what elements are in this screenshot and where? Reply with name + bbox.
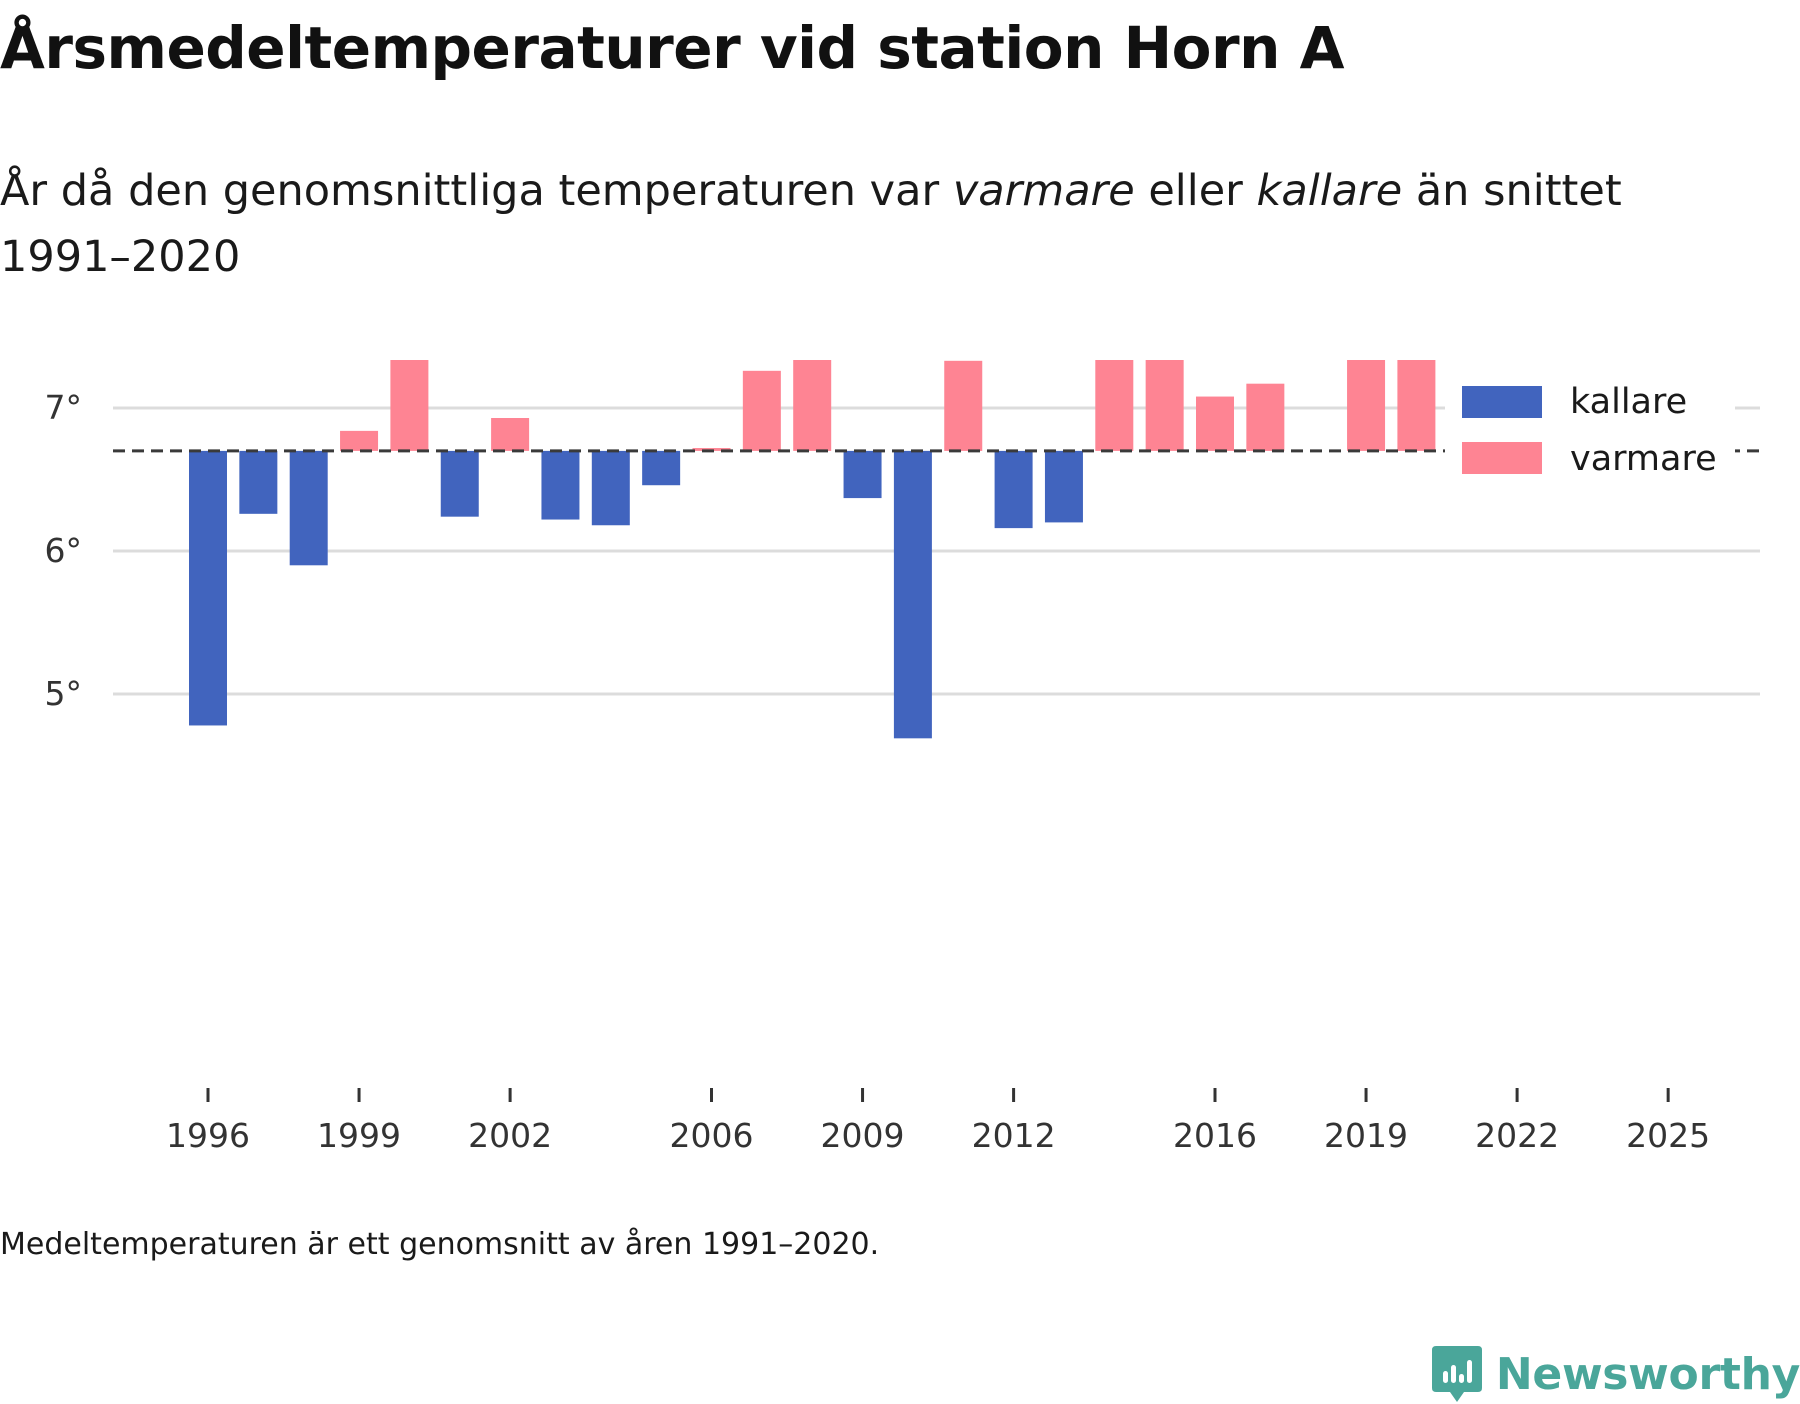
bar-2015 <box>1145 360 1184 451</box>
newsworthy-logo-icon <box>1431 1346 1482 1402</box>
subtitle-part-1: År då den genomsnittliga temperaturen va… <box>0 166 953 216</box>
bar-2013 <box>1044 450 1083 523</box>
legend-label-kallare: kallare <box>1570 382 1687 422</box>
x-tick-label: 2022 <box>1475 1116 1559 1155</box>
x-tick-label: 1996 <box>166 1116 250 1155</box>
x-tick-label: 2006 <box>670 1116 754 1155</box>
x-tick-label: 2009 <box>821 1116 905 1155</box>
x-tick-label: 2016 <box>1173 1116 1257 1155</box>
bar-2014 <box>1095 360 1134 451</box>
chart-subtitle: År då den genomsnittliga temperaturen va… <box>0 158 1700 290</box>
bar-2003 <box>541 450 580 520</box>
y-tick-label: 7° <box>45 388 83 427</box>
bar-2016 <box>1196 396 1234 451</box>
legend-swatch-varmare <box>1462 442 1542 474</box>
legend-label-varmare: varmare <box>1570 439 1717 479</box>
bar-1998 <box>289 450 328 566</box>
bar-2010 <box>893 450 932 739</box>
legend-swatch-kallare <box>1462 386 1542 418</box>
bar-1999 <box>340 430 379 451</box>
brand-logo[interactable]: Newsworthy <box>1431 1344 1800 1404</box>
subtitle-part-2: eller <box>1134 166 1257 216</box>
brand-name: Newsworthy <box>1495 1348 1800 1400</box>
bar-2009 <box>843 450 882 499</box>
bar-1996 <box>189 450 227 726</box>
x-tick-label: 2012 <box>972 1116 1056 1155</box>
subtitle-warmer-word: varmare <box>952 166 1135 216</box>
bar-1997 <box>239 450 278 514</box>
bar-2012 <box>994 450 1033 529</box>
x-tick-label: 2002 <box>468 1116 552 1155</box>
bar-2005 <box>642 450 681 486</box>
x-axis-ticks: 1996 1999 2002 2006 2009 2012 2016 2019 2022 2025 <box>166 1088 1710 1155</box>
bar-2019 <box>1347 360 1386 451</box>
bar-2004 <box>591 450 630 526</box>
x-tick-label: 2019 <box>1324 1116 1408 1155</box>
bar-2001 <box>440 450 479 517</box>
footnote: Medeltemperaturen är ett genomsnitt av å… <box>0 1227 880 1262</box>
chart-title: Årsmedeltemperaturer vid station Horn A <box>0 14 1344 82</box>
subtitle-colder-word: kallare <box>1256 166 1403 216</box>
y-tick-label: 5° <box>45 674 83 713</box>
bar-2002 <box>491 418 530 451</box>
bar-2017 <box>1246 383 1285 451</box>
bar-2007 <box>742 370 781 451</box>
bar-2011 <box>944 360 983 451</box>
bar-chart: 5°6°7°8°9° 19961999200220062009201220162… <box>45 360 1760 1155</box>
legend: kallare varmare <box>1445 360 1735 480</box>
bar-2020 <box>1397 360 1436 451</box>
x-tick-label: 2025 <box>1626 1116 1710 1155</box>
bar-2008 <box>793 360 832 451</box>
y-tick-label: 6° <box>45 531 83 570</box>
y-axis-tick-labels: 5°6°7°8°9° <box>45 388 83 713</box>
subtitle-part-3: än snittet 1991–2020 <box>0 166 1622 282</box>
bar-2000 <box>390 360 429 451</box>
x-tick-label: 1999 <box>317 1116 401 1155</box>
